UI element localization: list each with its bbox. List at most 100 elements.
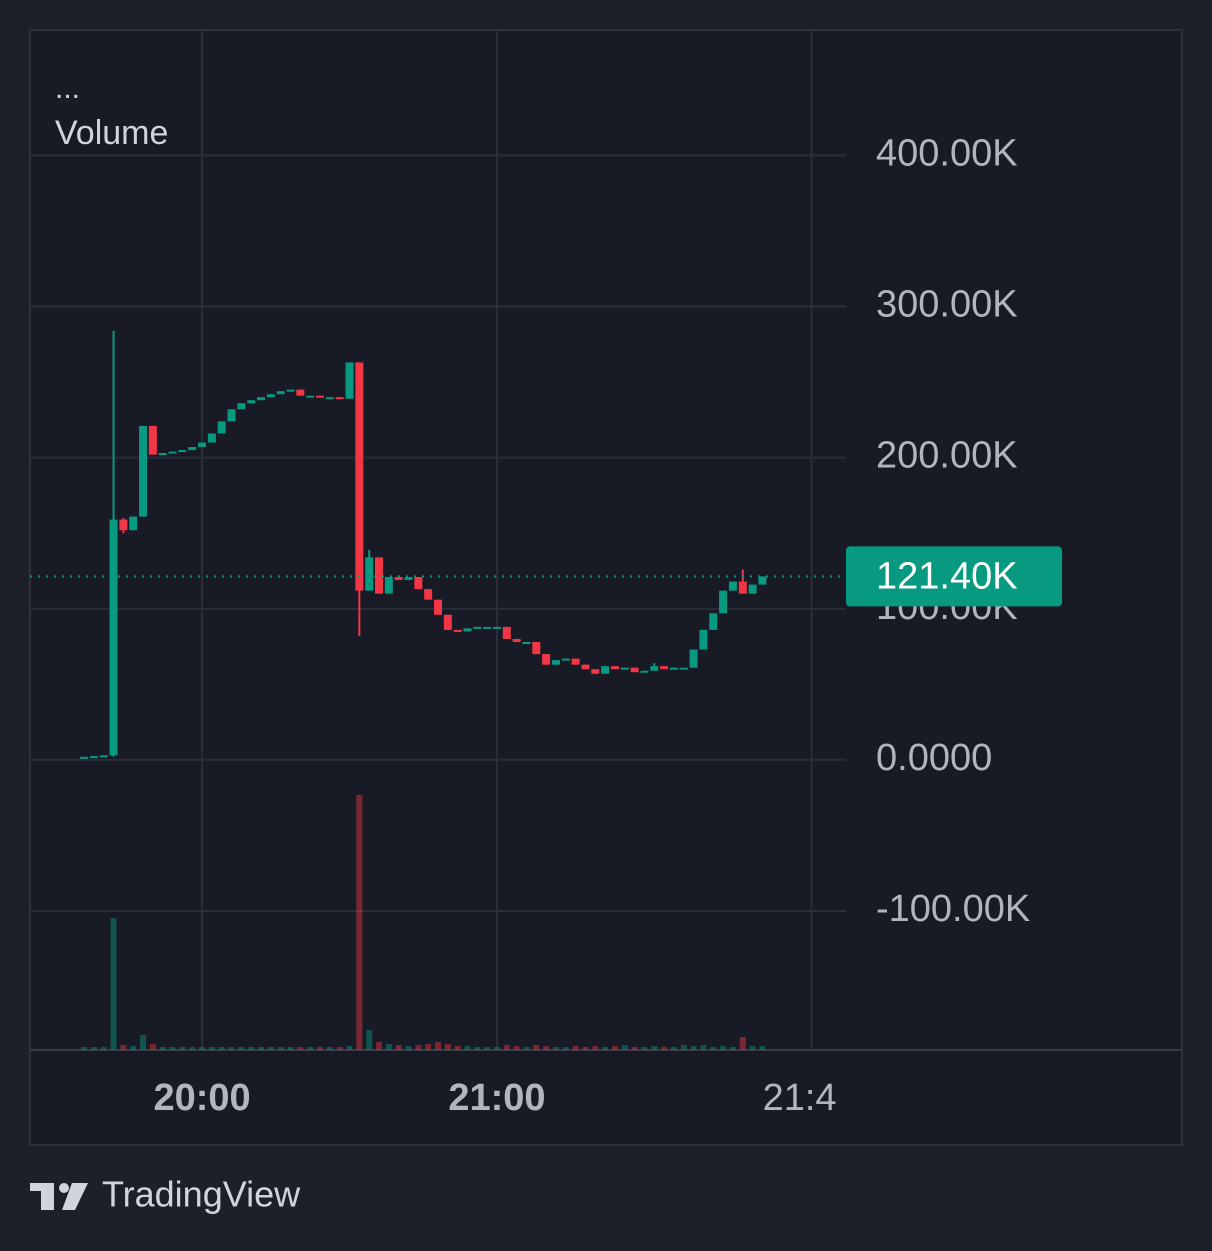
candle-body (247, 400, 256, 404)
x-tick-labels: 20:00 21:00 21:4 (153, 1077, 836, 1119)
y-tick-label: 0.0000 (876, 737, 992, 779)
brand-name: TradingView (102, 1174, 301, 1215)
candle-body (689, 649, 698, 668)
y-tick-label: 200.00K (876, 435, 1018, 477)
candle-body (266, 394, 275, 398)
candle-body (355, 362, 364, 591)
candle-body (276, 391, 285, 395)
volume-bar (326, 1047, 333, 1050)
candle-body (610, 666, 619, 670)
candle-body (414, 577, 423, 590)
candle-body (119, 519, 128, 531)
candle-body (650, 666, 659, 671)
volume-bar (366, 1030, 373, 1050)
candle-body (129, 516, 138, 531)
candle-body (365, 557, 374, 591)
volume-bar (464, 1046, 471, 1050)
candle-body (512, 638, 521, 642)
volume-bar (562, 1047, 569, 1050)
volume-bar (493, 1047, 500, 1050)
volume-bar (218, 1047, 225, 1050)
candle-body (335, 397, 344, 400)
volume-bar (592, 1046, 599, 1050)
volume-bar (159, 1047, 166, 1050)
volume-bar (582, 1047, 589, 1050)
candle-body (591, 669, 600, 674)
candle-body (601, 666, 610, 674)
candle-body (709, 613, 718, 630)
candle-body (561, 658, 570, 661)
candle-body (719, 590, 728, 614)
candle-body (404, 577, 413, 581)
grid (30, 30, 846, 1050)
volume-bar (277, 1047, 284, 1050)
candle-body (453, 629, 462, 632)
volume-bar (385, 1044, 392, 1050)
candle-body (463, 628, 472, 632)
volume-bar (189, 1047, 196, 1050)
candle-body (748, 584, 757, 594)
candle-body (630, 667, 639, 673)
volume-bar (248, 1047, 255, 1050)
candle-body (227, 409, 236, 422)
volume-bar (81, 1047, 88, 1050)
volume-bar (199, 1047, 206, 1050)
candle-body (738, 581, 747, 594)
candle-body (532, 642, 541, 655)
volume-bar (208, 1047, 215, 1050)
candle-body (522, 642, 531, 644)
volume-bar (474, 1047, 481, 1050)
volume-bar (258, 1047, 265, 1050)
labels: 400.00K300.00K200.00K100.00K0.0000-100.0… (846, 132, 1062, 930)
volume-bar (661, 1047, 668, 1050)
volume-bar (228, 1047, 235, 1050)
brand-logo (30, 1183, 88, 1210)
volume-bar (130, 1046, 137, 1050)
volume-bar (405, 1046, 412, 1050)
volume-bar (572, 1046, 579, 1050)
legend-menu[interactable]: ... (55, 72, 80, 105)
candle-body (306, 395, 315, 398)
volume-bar (700, 1045, 707, 1050)
candle-body (158, 453, 167, 456)
x-tick-label: 21:00 (448, 1077, 545, 1119)
y-tick-label: 300.00K (876, 284, 1018, 326)
volume-bar (602, 1047, 609, 1050)
volume-bar (376, 1042, 383, 1050)
candle-body (620, 667, 629, 670)
volume-bar (720, 1046, 727, 1050)
candle-body (542, 654, 551, 665)
candle-body (325, 397, 334, 400)
candle-body (257, 397, 266, 401)
candle-body (492, 626, 501, 629)
candle-body (286, 389, 295, 392)
volume-bar (287, 1047, 294, 1050)
candle-body (80, 756, 89, 759)
candle-body (669, 667, 678, 670)
x-tick-label: 21:4 (763, 1077, 837, 1119)
volume-bar (543, 1046, 550, 1050)
volume-bar (425, 1044, 432, 1050)
y-tick-label: 400.00K (876, 132, 1018, 174)
candle-body (207, 433, 216, 443)
volume-bar (503, 1045, 510, 1050)
candle-body (89, 756, 98, 759)
candle-body (375, 557, 384, 594)
candle-body (640, 670, 649, 673)
candle-body (198, 442, 207, 448)
volume-bar (435, 1042, 441, 1050)
volume-bar (297, 1047, 304, 1050)
candle-body (571, 658, 580, 665)
volume-bar (356, 795, 363, 1050)
volume-bar (454, 1046, 461, 1050)
candle-body (139, 425, 148, 517)
volume-bar (317, 1047, 324, 1050)
candle-body (316, 395, 325, 398)
volume-bar (552, 1047, 559, 1050)
candle-body (188, 447, 197, 451)
candle-body (99, 755, 108, 758)
volume-bar (533, 1045, 540, 1050)
volume-bar (90, 1047, 97, 1050)
volume-bar (621, 1045, 628, 1050)
